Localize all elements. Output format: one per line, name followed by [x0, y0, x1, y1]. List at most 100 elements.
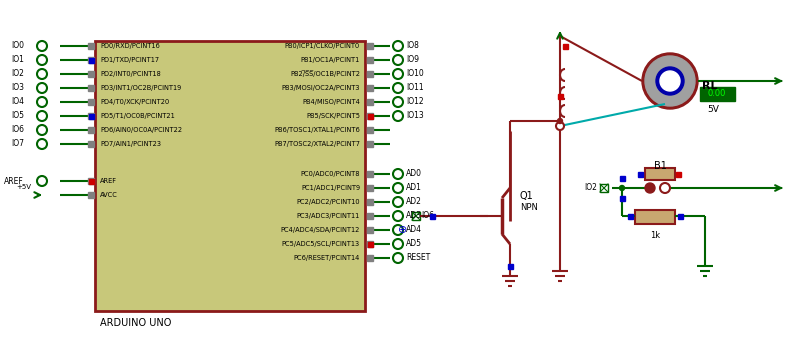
- Bar: [88, 141, 94, 147]
- Circle shape: [393, 197, 403, 207]
- Text: PD0/RXD/PCINT16: PD0/RXD/PCINT16: [100, 43, 160, 49]
- Text: AD5: AD5: [406, 239, 422, 249]
- Text: IO1: IO1: [11, 55, 24, 65]
- Bar: [367, 43, 373, 49]
- Text: AVCC: AVCC: [100, 192, 118, 198]
- Text: PB4/MISO/PCINT4: PB4/MISO/PCINT4: [302, 99, 360, 105]
- Bar: [628, 213, 633, 219]
- Circle shape: [393, 55, 403, 65]
- Bar: [88, 179, 93, 184]
- Bar: [88, 113, 94, 119]
- Bar: [88, 192, 94, 198]
- Text: RESET: RESET: [406, 253, 430, 263]
- Text: IO6: IO6: [11, 126, 24, 134]
- Text: IO0: IO0: [11, 41, 24, 51]
- Bar: [367, 141, 373, 147]
- Circle shape: [37, 139, 47, 149]
- Circle shape: [656, 67, 684, 95]
- Circle shape: [37, 176, 47, 186]
- Text: IO10: IO10: [406, 69, 424, 79]
- Bar: [368, 113, 373, 119]
- Bar: [635, 210, 675, 224]
- Circle shape: [660, 183, 670, 193]
- Circle shape: [393, 253, 403, 263]
- Text: PD3/INT1/OC2B/PCINT19: PD3/INT1/OC2B/PCINT19: [100, 85, 181, 91]
- Text: B1: B1: [654, 161, 667, 171]
- Circle shape: [642, 53, 698, 109]
- Text: NPN: NPN: [520, 204, 538, 212]
- Text: IO5: IO5: [11, 112, 24, 120]
- Text: IO2: IO2: [584, 184, 597, 192]
- Bar: [620, 176, 625, 180]
- Text: IO11: IO11: [406, 84, 424, 93]
- Text: IO8: IO8: [406, 41, 419, 51]
- Text: PC2/ADC2/PCINT10: PC2/ADC2/PCINT10: [296, 199, 360, 205]
- Circle shape: [37, 41, 47, 51]
- Text: Q1: Q1: [520, 191, 534, 201]
- Bar: [367, 71, 373, 77]
- Text: AD2: AD2: [406, 198, 422, 206]
- Bar: [88, 71, 94, 77]
- Circle shape: [393, 97, 403, 107]
- Bar: [367, 127, 373, 133]
- Text: IO9: IO9: [406, 55, 419, 65]
- Text: PB1/OC1A/PCINT1: PB1/OC1A/PCINT1: [301, 57, 360, 63]
- Text: IO13: IO13: [406, 112, 424, 120]
- Text: IO7: IO7: [11, 139, 24, 148]
- Bar: [367, 113, 373, 119]
- Text: PB7/TOSC2/XTAL2/PCINT7: PB7/TOSC2/XTAL2/PCINT7: [274, 141, 360, 147]
- Bar: [367, 255, 373, 261]
- Bar: [88, 85, 94, 91]
- Text: AD4: AD4: [406, 225, 422, 234]
- Text: PC5/ADC5/SCL/PCINT13: PC5/ADC5/SCL/PCINT13: [282, 241, 360, 247]
- Circle shape: [393, 41, 403, 51]
- Circle shape: [37, 125, 47, 135]
- Bar: [645, 168, 675, 180]
- Bar: [95, 41, 365, 311]
- Text: AD1: AD1: [406, 184, 422, 192]
- Text: PD6/AIN0/OC0A/PCINT22: PD6/AIN0/OC0A/PCINT22: [100, 127, 182, 133]
- Bar: [600, 184, 608, 192]
- Text: PC3/ADC3/PCINT11: PC3/ADC3/PCINT11: [296, 213, 360, 219]
- Bar: [88, 127, 94, 133]
- Bar: [367, 185, 373, 191]
- Text: IO4: IO4: [11, 98, 24, 106]
- Bar: [368, 241, 373, 246]
- Text: PD7/AIN1/PCINT23: PD7/AIN1/PCINT23: [100, 141, 161, 147]
- Circle shape: [37, 83, 47, 93]
- Text: PC0/ADC0/PCINT8: PC0/ADC0/PCINT8: [301, 171, 360, 177]
- Text: PB6/TOSC1/XTAL1/PCINT6: PB6/TOSC1/XTAL1/PCINT6: [275, 127, 360, 133]
- Bar: [88, 43, 94, 49]
- Bar: [637, 172, 642, 177]
- Circle shape: [660, 71, 680, 91]
- Text: PC4/ADC4/SDA/PCINT12: PC4/ADC4/SDA/PCINT12: [280, 227, 360, 233]
- Bar: [677, 213, 683, 219]
- Text: 1k: 1k: [650, 232, 660, 240]
- Circle shape: [393, 183, 403, 193]
- Circle shape: [37, 97, 47, 107]
- Text: PB2/̅S̅S̅/OC1B/PCINT2: PB2/̅S̅S̅/OC1B/PCINT2: [290, 71, 360, 77]
- Text: PD4/T0/XCK/PCINT20: PD4/T0/XCK/PCINT20: [100, 99, 169, 105]
- Bar: [700, 87, 735, 101]
- Circle shape: [557, 119, 562, 124]
- Text: PC6/RESET/PCINT14: PC6/RESET/PCINT14: [293, 255, 360, 261]
- Circle shape: [393, 225, 403, 235]
- Bar: [367, 241, 373, 247]
- Circle shape: [620, 185, 625, 191]
- Text: 5V: 5V: [707, 105, 719, 113]
- Bar: [412, 212, 420, 220]
- Bar: [367, 57, 373, 63]
- Text: 0.00: 0.00: [708, 90, 727, 99]
- Text: PC1/ADC1/PCINT9: PC1/ADC1/PCINT9: [301, 185, 360, 191]
- Circle shape: [37, 55, 47, 65]
- Circle shape: [393, 239, 403, 249]
- Text: AREF: AREF: [4, 177, 24, 185]
- Bar: [88, 178, 94, 184]
- Text: PD1/TXD/PCINT17: PD1/TXD/PCINT17: [100, 57, 159, 63]
- Bar: [557, 93, 562, 99]
- Circle shape: [393, 211, 403, 221]
- Circle shape: [393, 111, 403, 121]
- Circle shape: [393, 69, 403, 79]
- Bar: [508, 264, 513, 269]
- Text: PB3/MOSI/OC2A/PCINT3: PB3/MOSI/OC2A/PCINT3: [282, 85, 360, 91]
